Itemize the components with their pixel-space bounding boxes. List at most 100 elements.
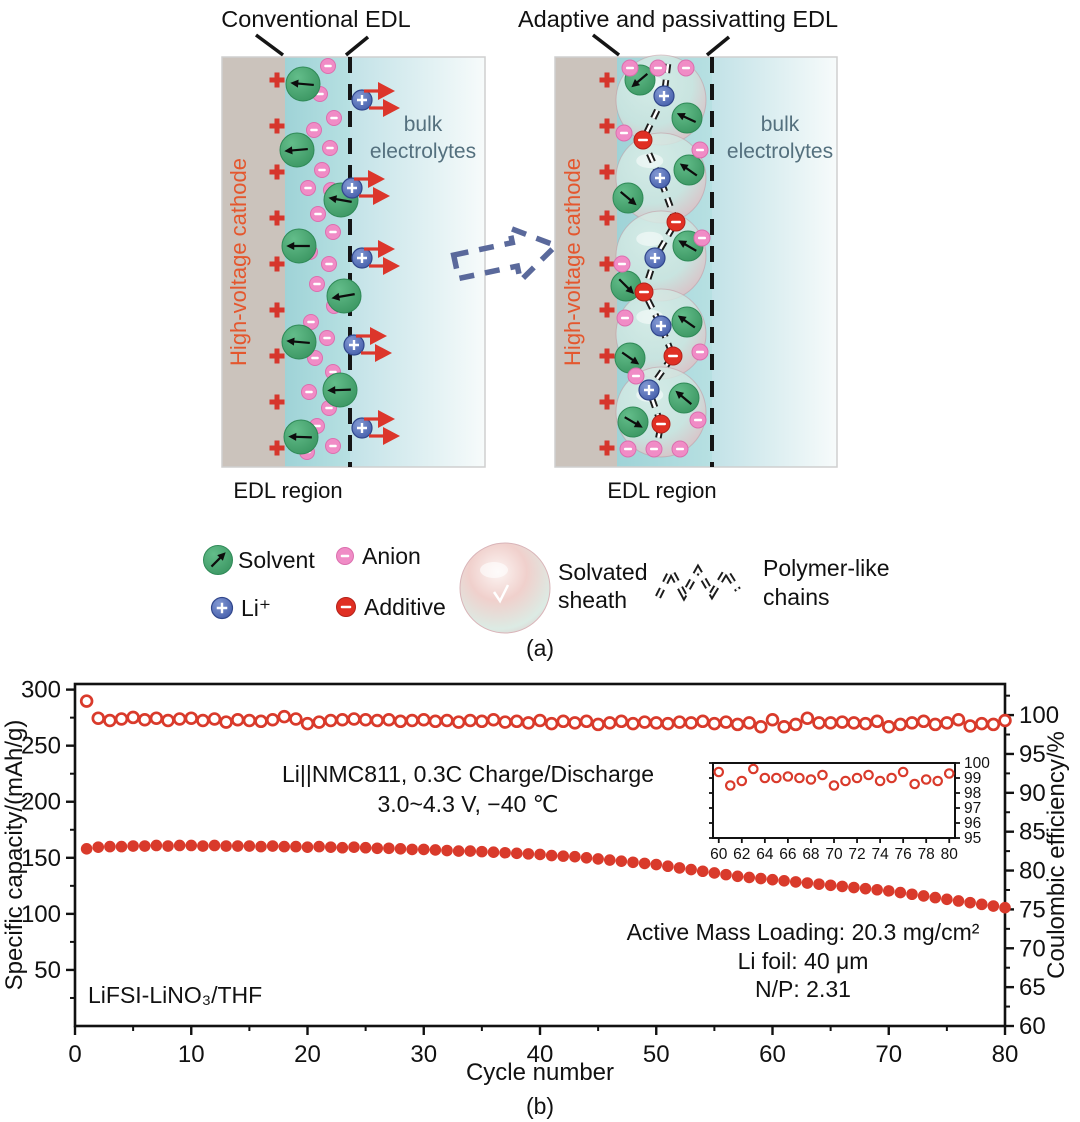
plus-charge-icon	[269, 394, 285, 410]
li-ion-icon	[650, 315, 672, 337]
data-point	[127, 840, 139, 852]
data-point	[905, 716, 919, 730]
data-point	[452, 845, 465, 857]
li-ion-icon	[653, 85, 675, 107]
adaptive-edl-panel: Adaptive and passivatting EDL High-volta…	[518, 6, 838, 503]
inset-y-tick-label: 97	[964, 800, 981, 817]
data-point	[789, 876, 802, 888]
solvent-icon	[203, 545, 233, 575]
data-point	[847, 716, 861, 730]
cathode-label: High-voltage cathode	[226, 158, 251, 366]
data-point	[894, 886, 907, 899]
data-point	[906, 888, 918, 901]
title-leader-line	[254, 33, 285, 57]
bulk-electrolyte-region	[712, 57, 837, 467]
y-right-tick-label: 100	[1019, 702, 1059, 729]
plus-charge-icon	[599, 394, 615, 410]
plus-charge-icon	[599, 164, 615, 180]
x-tick-label: 20	[294, 1041, 321, 1068]
solvent-icon	[617, 406, 649, 438]
data-point	[510, 714, 524, 729]
data-point	[929, 891, 942, 904]
inset-data-point	[920, 774, 932, 785]
legend: Solvent Anion Li⁺ Additive Solvated shea…	[203, 542, 890, 634]
data-point	[916, 714, 931, 729]
anion-icon	[314, 162, 330, 178]
inset-data-point	[874, 775, 886, 787]
inset-data-point	[817, 769, 828, 781]
data-point	[510, 847, 523, 860]
anion-icon	[689, 411, 707, 429]
data-point	[638, 857, 651, 870]
data-point	[312, 715, 326, 729]
li-ion-icon	[351, 247, 373, 269]
data-point	[383, 842, 395, 855]
data-point	[800, 711, 815, 725]
plus-charge-icon	[599, 348, 615, 364]
y-right-tick-label: 80	[1019, 858, 1046, 885]
legend-solvent-label: Solvent	[238, 547, 315, 573]
legend-icons	[203, 545, 356, 620]
data-point	[104, 840, 116, 853]
data-point	[917, 890, 930, 902]
y-axis-label-left: Specific capacity/(mAh/g)	[1, 720, 28, 991]
test-condition-line2: 3.0~4.3 V, −40 ℃	[377, 791, 558, 817]
data-point	[615, 855, 628, 867]
anion-icon	[671, 440, 689, 458]
additive-icon	[336, 597, 356, 617]
data-point	[150, 839, 163, 852]
li-flux-arrow-icon	[364, 82, 400, 117]
panel-a-caption: (a)	[526, 635, 554, 661]
plus-charge-icon	[269, 348, 285, 364]
plus-charge-icon	[599, 210, 615, 226]
y-left-tick-label: 50	[34, 957, 61, 984]
solvent-icon	[673, 154, 705, 186]
data-point	[557, 850, 570, 862]
data-point	[928, 717, 942, 732]
data-point	[754, 719, 768, 734]
data-point	[184, 711, 199, 725]
cathode-label: High-voltage cathode	[560, 158, 585, 366]
inset-data-point	[863, 769, 874, 781]
li-ion-icon	[210, 596, 234, 620]
inset-data-point	[805, 774, 817, 785]
li-ion-icon	[343, 334, 365, 356]
inset-x-tick-label: 78	[918, 846, 935, 863]
inset-data-point	[713, 766, 725, 778]
solvent-icon	[614, 342, 646, 374]
data-point	[696, 865, 709, 878]
data-point	[684, 716, 698, 730]
data-point	[79, 694, 94, 708]
panel-border	[554, 56, 838, 468]
anion-icon	[613, 255, 631, 273]
data-point	[579, 714, 594, 729]
x-tick-label: 40	[527, 1041, 554, 1068]
data-point	[405, 713, 419, 728]
inset-x-tick-label: 60	[710, 846, 728, 863]
data-point	[662, 860, 674, 873]
data-point	[556, 714, 570, 729]
panel-a-diagram: Conventional EDL High-voltage cathode bu…	[203, 6, 890, 661]
plus-charge-icon	[269, 440, 285, 456]
bulk-electrolyte-region	[350, 57, 485, 467]
inset-x-tick-label: 74	[871, 846, 889, 863]
plus-charge-icon	[599, 440, 615, 456]
data-point	[196, 713, 210, 728]
additive-icon	[651, 414, 671, 434]
chart-series	[79, 694, 1012, 914]
data-point	[207, 712, 222, 726]
data-point	[603, 854, 616, 866]
data-point	[650, 858, 663, 871]
anion-icon	[306, 122, 322, 138]
x-tick-label: 0	[68, 1041, 81, 1068]
data-point	[685, 863, 697, 876]
solvent-icon	[612, 182, 644, 214]
legend-chains-label-line2: chains	[763, 584, 829, 610]
data-point	[358, 713, 373, 727]
solvent-icon	[326, 278, 362, 314]
inset-data-point	[724, 780, 736, 791]
bulk-label-line2: electrolytes	[370, 140, 476, 163]
inset-data-point	[828, 780, 840, 791]
li-ion-icon	[341, 177, 363, 199]
